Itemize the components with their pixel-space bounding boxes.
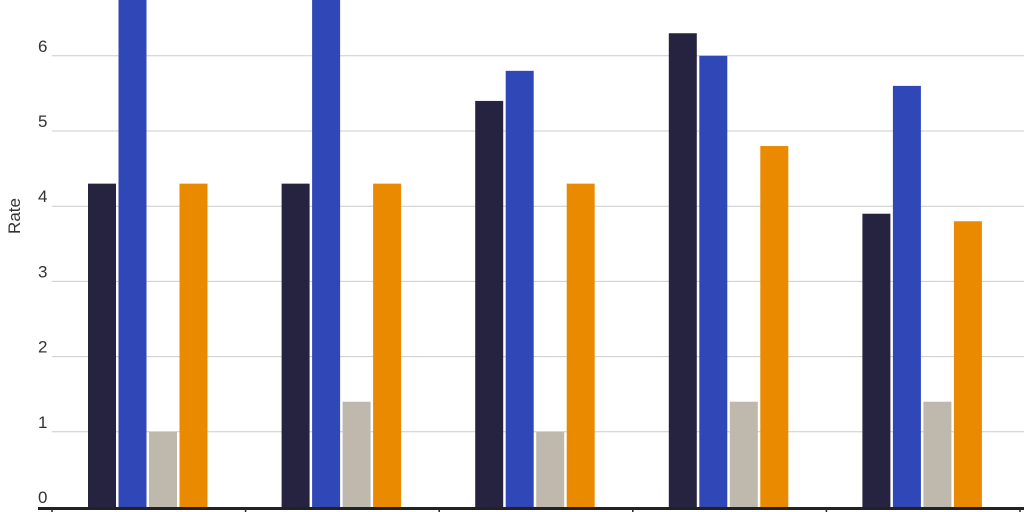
y-tick-label: 3 xyxy=(38,262,47,281)
bar xyxy=(953,221,982,508)
bar xyxy=(923,401,952,507)
bar xyxy=(536,431,565,507)
bar xyxy=(281,183,310,507)
bar xyxy=(566,183,595,507)
bar xyxy=(505,70,534,507)
bar xyxy=(699,55,728,508)
grid-lines xyxy=(52,55,1024,433)
bar xyxy=(668,33,697,508)
bar xyxy=(862,213,891,507)
y-tick-label: 2 xyxy=(38,338,47,357)
x-axis xyxy=(38,507,1024,512)
bar xyxy=(373,183,402,507)
y-tick-label: 1 xyxy=(38,413,47,432)
bar xyxy=(312,0,341,507)
y-tick-label: 4 xyxy=(38,187,47,206)
bar xyxy=(475,100,504,508)
bar xyxy=(892,85,921,507)
bar xyxy=(88,183,116,507)
y-axis-ticks: 0 1 2 3 4 5 6 xyxy=(38,37,47,507)
y-tick-label: 0 xyxy=(38,488,47,507)
bar xyxy=(149,431,177,507)
bars xyxy=(88,0,982,508)
bar xyxy=(179,183,208,507)
bar xyxy=(760,146,789,508)
bar xyxy=(342,401,371,507)
y-axis-title: Rate xyxy=(5,198,24,234)
y-tick-label: 6 xyxy=(38,37,47,56)
bar xyxy=(729,401,758,507)
y-tick-label: 5 xyxy=(38,112,47,131)
bar xyxy=(118,0,147,507)
